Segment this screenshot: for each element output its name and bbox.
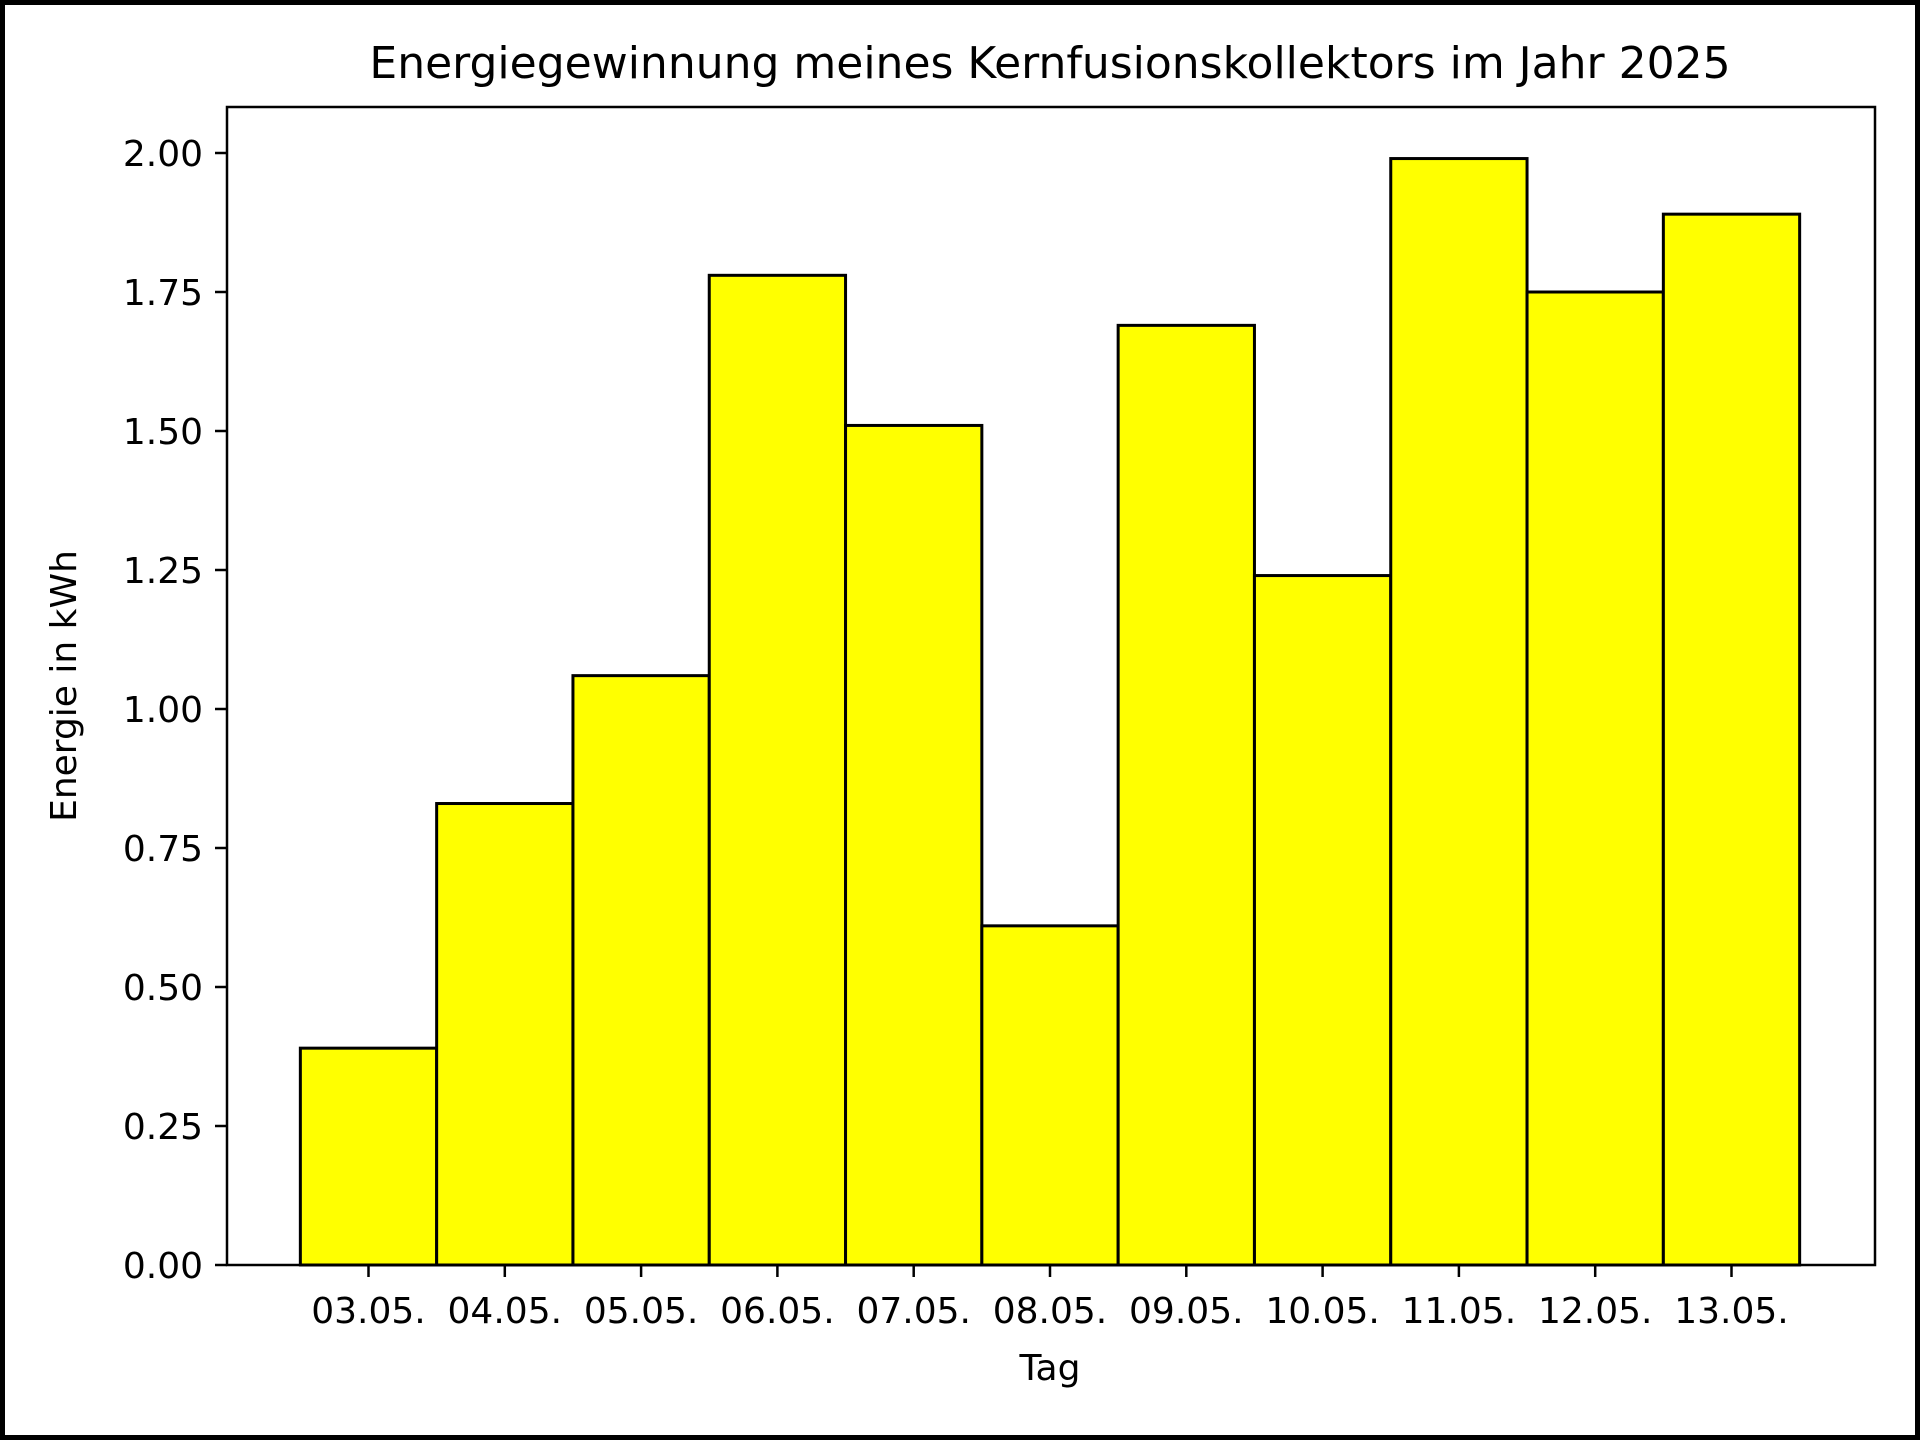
y-tick-label: 1.50 bbox=[123, 412, 203, 453]
bar-11.05. bbox=[1389, 157, 1529, 1267]
x-tick-label: 06.05. bbox=[720, 1291, 835, 1332]
bars bbox=[298, 157, 1802, 1267]
y-tick-label: 1.75 bbox=[123, 273, 203, 314]
x-tick-label: 07.05. bbox=[856, 1291, 971, 1332]
bar-06.05. bbox=[707, 273, 848, 1267]
y-tick-label: 2.00 bbox=[123, 134, 203, 175]
x-axis-ticks: 03.05. 04.05. 05.05. 06.05. 07.05. 08.05. 09.0… bbox=[311, 1265, 1789, 1332]
bar-08.05. bbox=[980, 924, 1120, 1267]
y-tick-label: 0.75 bbox=[123, 829, 203, 870]
x-tick-label: 04.05. bbox=[448, 1291, 563, 1332]
x-tick-label: 10.05. bbox=[1265, 1291, 1380, 1332]
y-axis-ticks: 0.00 0.25 0.50 0.75 1.00 1.25 1.50 1.75 2.00 bbox=[123, 134, 227, 1287]
y-axis-label: Energie in kWh bbox=[44, 550, 85, 822]
bar-05.05. bbox=[571, 674, 711, 1267]
bar-03.05. bbox=[298, 1046, 439, 1267]
x-tick-label: 03.05. bbox=[311, 1291, 426, 1332]
y-tick-label: 0.50 bbox=[123, 968, 203, 1009]
x-tick-label: 05.05. bbox=[584, 1291, 699, 1332]
x-tick-label: 11.05. bbox=[1402, 1291, 1517, 1332]
bar-07.05. bbox=[844, 423, 984, 1267]
y-tick-label: 0.00 bbox=[123, 1246, 203, 1287]
chart-title: Energiegewinnung meines Kernfusionskolle… bbox=[369, 38, 1730, 89]
y-tick-label: 1.25 bbox=[123, 551, 203, 592]
x-tick-label: 08.05. bbox=[993, 1291, 1108, 1332]
plot-area-frame bbox=[225, 105, 1877, 1267]
y-tick-label: 1.00 bbox=[123, 690, 203, 731]
bar-13.05. bbox=[1661, 212, 1802, 1267]
bar-12.05. bbox=[1525, 290, 1665, 1267]
y-tick-label: 0.25 bbox=[123, 1107, 203, 1148]
x-axis-label: Tag bbox=[1019, 1348, 1081, 1389]
x-tick-label: 12.05. bbox=[1538, 1291, 1653, 1332]
bar-09.05. bbox=[1116, 323, 1256, 1267]
x-tick-label: 09.05. bbox=[1129, 1291, 1244, 1332]
bar-04.05. bbox=[435, 802, 575, 1267]
bar-10.05. bbox=[1252, 574, 1393, 1267]
x-tick-label: 13.05. bbox=[1674, 1291, 1789, 1332]
